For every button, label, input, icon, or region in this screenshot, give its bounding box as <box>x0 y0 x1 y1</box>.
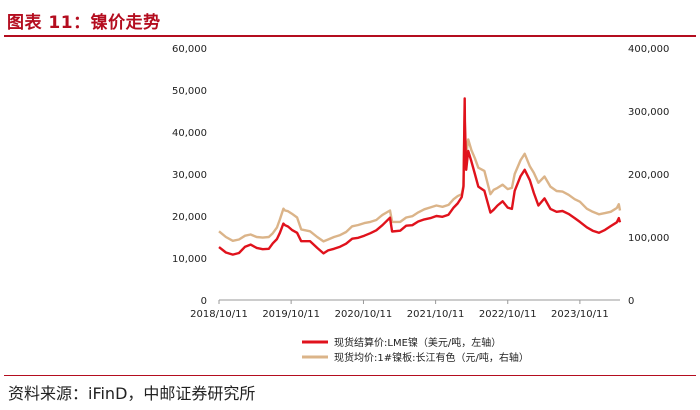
y-left-tick-label: 0 <box>201 296 207 307</box>
y-left-tick-label: 40,000 <box>172 128 207 139</box>
figure-header: 图表 11：镍价走势 <box>0 0 700 37</box>
y-right-tick-label: 300,000 <box>628 107 669 118</box>
x-tick-label: 2023/10/11 <box>551 309 609 320</box>
x-tick-label: 2019/10/11 <box>262 309 320 320</box>
x-tick-label: 2020/10/11 <box>335 309 393 320</box>
x-tick-label: 2021/10/11 <box>407 309 465 320</box>
y-right-tick-label: 0 <box>628 296 634 307</box>
y-left-tick-label: 20,000 <box>172 212 207 223</box>
x-tick-label: 2022/10/11 <box>479 309 537 320</box>
footer-rule <box>4 375 696 376</box>
header-rule <box>4 35 696 37</box>
y-right-tick-label: 100,000 <box>628 233 669 244</box>
nickel-price-chart: 0 10,000 20,000 30,000 40,000 50,000 60,000 0 10… <box>172 44 669 364</box>
y-left-tick-label: 30,000 <box>172 170 207 181</box>
y-left-tick-label: 10,000 <box>172 254 207 265</box>
y-right-tick-label: 400,000 <box>628 44 669 55</box>
series-line-changjiang-nickel <box>218 109 622 243</box>
y-left-tick-label: 50,000 <box>172 86 207 97</box>
y-right-tick-label: 200,000 <box>628 170 669 181</box>
legend-label: 现货结算价:LME镍（美元/吨，左轴） <box>334 336 501 349</box>
figure-source: 资料来源：iFinD，中邮证券研究所 <box>8 384 256 403</box>
legend-label: 现货均价:1#镍板:长江有色（元/吨，右轴） <box>334 351 529 364</box>
series-line-lme-nickel <box>218 97 622 256</box>
figure-title: 图表 11：镍价走势 <box>7 13 161 33</box>
x-tick-label: 2018/10/11 <box>190 309 248 320</box>
y-left-tick-label: 60,000 <box>172 44 207 55</box>
